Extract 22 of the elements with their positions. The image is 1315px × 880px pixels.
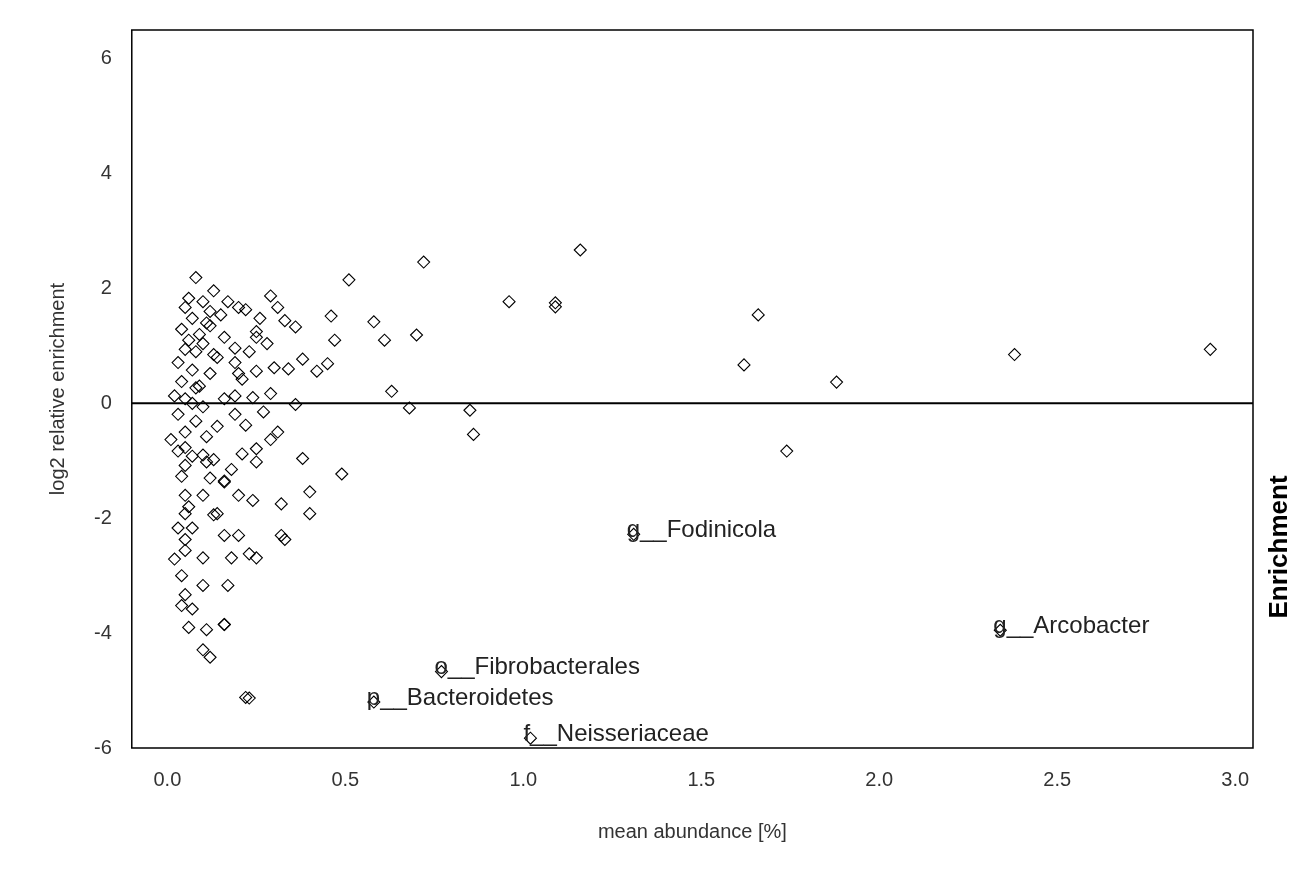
y-tick-label: -6 <box>93 735 112 758</box>
y-tick-label: -4 <box>93 620 112 643</box>
x-axis-title: mean abundance [%] <box>597 819 787 842</box>
annotation: o__Fibrobacterales <box>434 652 640 680</box>
y-tick-label: 2 <box>100 276 112 298</box>
text: Enrichment <box>1263 475 1294 619</box>
annotation: f__Neisseriaceae <box>523 718 709 746</box>
y-axis-title: log2 relative enrichment <box>45 282 68 496</box>
y-tick-label: 0 <box>100 390 112 413</box>
x-tick-label: 2.0 <box>865 767 894 790</box>
annotation: p__Bacteroidetes <box>366 682 554 710</box>
x-tick-label: 1.5 <box>687 767 716 790</box>
x-tick-label: 2.5 <box>1043 767 1072 790</box>
x-tick-label: 3.0 <box>1221 767 1250 790</box>
annotation: g__Fodinicola <box>626 514 777 542</box>
x-tick-label: 0.5 <box>331 767 360 790</box>
y-tick-label: 6 <box>100 46 112 69</box>
x-tick-label: 0.0 <box>153 767 182 790</box>
y-tick-label: -2 <box>93 505 112 528</box>
y-tick-label: 4 <box>100 161 112 184</box>
annotation: g__Arcobacter <box>993 610 1150 638</box>
x-tick-label: 1.0 <box>509 767 538 790</box>
